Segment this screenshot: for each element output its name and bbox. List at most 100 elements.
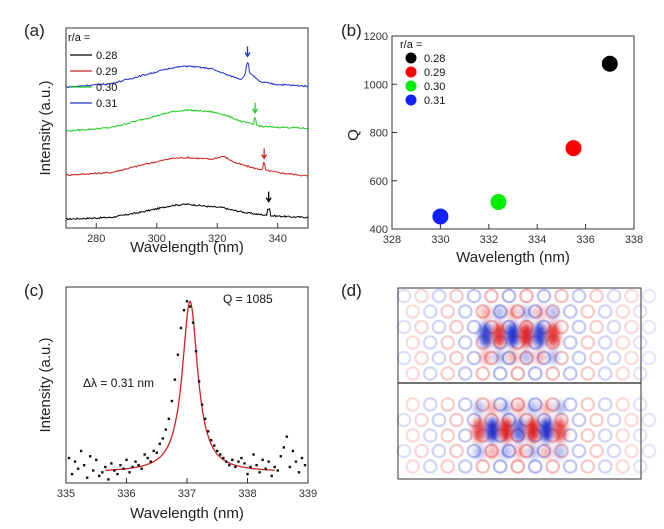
panel-b-ytick-label: 400 bbox=[370, 224, 388, 236]
panel-c-data-point bbox=[228, 463, 231, 467]
panel-d-lattice-hole bbox=[632, 304, 648, 319]
panel-c-data-point bbox=[82, 463, 86, 467]
panel-d-lattice-hole bbox=[466, 350, 482, 366]
panel-d-lattice-hole bbox=[422, 366, 438, 381]
panel-d-lattice-hole bbox=[615, 335, 631, 350]
panel-c-data-point bbox=[252, 453, 255, 456]
panel-b-ytick-label: 800 bbox=[370, 128, 388, 140]
panel-d-lattice-hole bbox=[475, 366, 491, 381]
panel-a-xlabel: Wavelength (nm) bbox=[130, 239, 244, 256]
panel-d-lattice-hole bbox=[571, 319, 587, 335]
panel-c-data-point bbox=[203, 417, 207, 421]
panel-d-field-side-lobe bbox=[547, 306, 559, 320]
panel-a-xtick-label: 300 bbox=[148, 233, 166, 245]
panel-d-lattice-hole bbox=[492, 459, 508, 474]
panel-c-data-point bbox=[234, 465, 237, 469]
panel-c-data-point bbox=[197, 380, 201, 383]
panel-d-field-side-lobe bbox=[541, 401, 552, 415]
panel-d-lattice-hole bbox=[510, 366, 526, 381]
panel-a-series-0.31 bbox=[65, 61, 308, 89]
panel-c-data-point bbox=[231, 458, 234, 462]
panel-b-point-0.30 bbox=[490, 193, 507, 210]
panel-c-data-point bbox=[185, 300, 189, 303]
panel-d-lattice-hole bbox=[422, 335, 438, 350]
panel-c-data-point bbox=[125, 458, 128, 462]
panel-d-lattice-hole bbox=[580, 304, 596, 319]
panel-label-c: (c) bbox=[24, 281, 44, 300]
panel-c-data-point bbox=[188, 305, 192, 308]
panel-d-lattice-hole bbox=[580, 335, 596, 350]
panel-d-lattice-hole bbox=[457, 459, 473, 474]
panel-c-data-point bbox=[255, 463, 258, 467]
panel-d-lattice-hole bbox=[466, 319, 482, 335]
panel-d-lattice-hole bbox=[405, 397, 421, 412]
panel-c-data-point bbox=[85, 476, 89, 479]
panel-a-series-0.28 bbox=[65, 203, 309, 221]
panel-d-lattice-hole bbox=[624, 319, 639, 335]
panel-d-lattice-hole bbox=[510, 459, 526, 474]
panel-d-lattice-hole bbox=[440, 335, 456, 350]
panel-d-lattice-hole bbox=[422, 459, 438, 474]
panel-c-data-point bbox=[303, 463, 307, 467]
panel-d-lattice-hole bbox=[606, 350, 622, 366]
panel-c-data-point bbox=[70, 472, 74, 476]
panel-d-field-side-lobe bbox=[534, 350, 546, 364]
panel-d-lattice-hole bbox=[440, 428, 456, 443]
panel-c-data-point bbox=[128, 471, 131, 474]
panel-c-data-point bbox=[131, 465, 134, 469]
panel-c-data-point bbox=[122, 467, 125, 470]
panel-c-data-point bbox=[113, 469, 116, 472]
panel-c-lorentzian: 335 336 337 338 339 Q = 1085 Δλ = 0.31 nm Wa… bbox=[37, 286, 317, 522]
panel-c-data-point bbox=[67, 456, 71, 460]
panel-d-lattice-hole bbox=[615, 304, 631, 319]
panel-d-lattice-hole bbox=[562, 459, 578, 474]
panel-d-field-lobe bbox=[492, 323, 506, 347]
panel-d-field-side-lobe bbox=[473, 401, 485, 415]
panel-c-data-point bbox=[73, 460, 77, 463]
panel-d-field-side-lobe bbox=[547, 350, 559, 364]
panel-b-legend-marker bbox=[405, 80, 417, 92]
panel-c-data-point bbox=[288, 465, 292, 469]
panel-d-lattice-hole bbox=[589, 288, 604, 304]
panel-c-data-point bbox=[237, 460, 240, 463]
panel-c-data-point bbox=[285, 435, 289, 438]
panel-d-lattice-hole bbox=[527, 366, 543, 381]
panel-c-data-point bbox=[176, 353, 180, 356]
panel-d-lattice-hole bbox=[641, 412, 657, 428]
panel-d-field-lobe bbox=[540, 418, 553, 442]
panel-d-lattice-hole bbox=[589, 412, 604, 428]
panel-d-lattice-hole bbox=[405, 304, 421, 319]
panel-c-data-point bbox=[267, 460, 270, 463]
panel-d-field-side-lobe bbox=[527, 445, 539, 459]
panel-d-lattice-hole bbox=[641, 443, 657, 459]
panel-c-data-point bbox=[219, 453, 222, 456]
panel-b-legend-label: 0.29 bbox=[424, 67, 445, 79]
panel-d-field-side-lobe bbox=[500, 401, 512, 415]
panel-d-field-side-lobe bbox=[493, 350, 505, 364]
panel-c-data-point bbox=[258, 471, 261, 474]
panel-c-data-point bbox=[246, 472, 249, 476]
panel-c-data-point bbox=[134, 460, 137, 463]
panel-d-lattice-hole bbox=[606, 288, 622, 304]
panel-d-lattice-hole bbox=[624, 288, 639, 304]
panel-c-data-point bbox=[149, 460, 152, 463]
panel-c-data-point bbox=[76, 467, 80, 470]
panel-c-data-point bbox=[300, 456, 304, 460]
panel-d-lattice-hole bbox=[449, 350, 464, 366]
panel-d-lattice-hole bbox=[440, 459, 456, 474]
panel-d-lattice-hole bbox=[615, 459, 631, 474]
panel-d-lattice-hole bbox=[414, 443, 429, 459]
panel-c-data-point bbox=[282, 446, 285, 449]
panel-c-data-point bbox=[116, 472, 119, 476]
panel-d-lattice-hole bbox=[571, 443, 587, 459]
panel-b-xtick-label: 330 bbox=[431, 234, 449, 246]
panel-a-xtick-label: 320 bbox=[208, 233, 226, 245]
panel-d-field-side-lobe bbox=[507, 350, 519, 364]
panel-d-lattice-hole bbox=[527, 459, 543, 474]
panel-b-q-factor: 328 330 332 334 336 338 400 600 800 1000 1200 r/a … bbox=[345, 31, 643, 266]
panel-c-q-annotation: Q = 1085 bbox=[223, 292, 273, 306]
panel-d-lattice-hole bbox=[571, 288, 587, 304]
panel-c-data-point bbox=[140, 467, 143, 470]
panel-d-lattice-hole bbox=[624, 412, 639, 428]
panel-d-lattice-hole bbox=[597, 428, 613, 443]
